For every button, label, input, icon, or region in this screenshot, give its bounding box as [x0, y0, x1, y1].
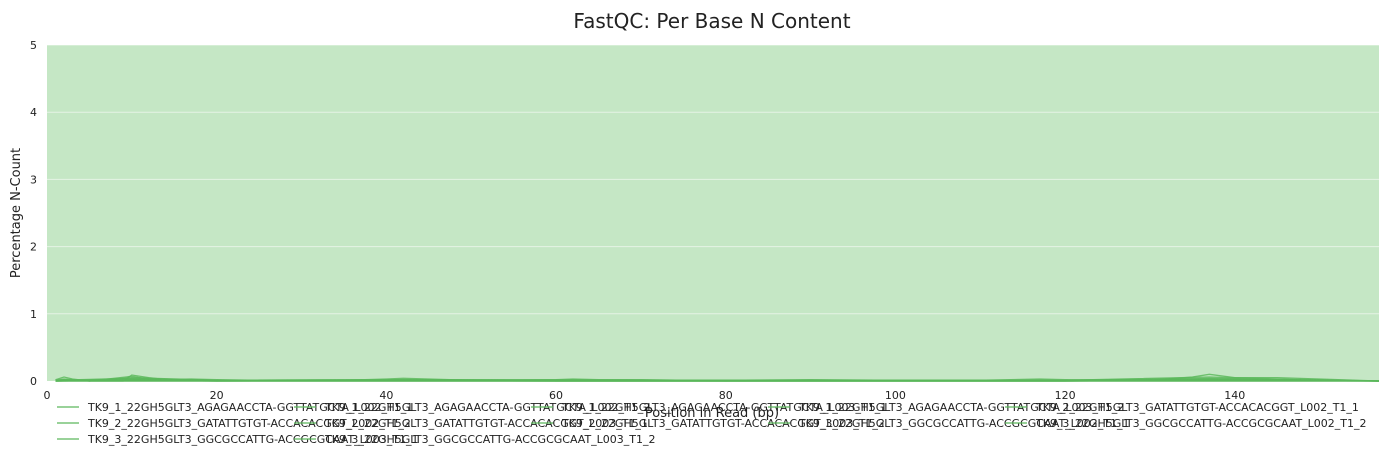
legend-entry: TK9_1_22GH5GLT3_AGAGAACCTA-GGTTATGCTA_L0…: [87, 401, 413, 414]
series-lines: [55, 373, 1380, 382]
y-tick-label: 5: [30, 39, 37, 52]
legend-entry: TK9_3_22GH5GLT3_GGCGCCATTG-ACCGCGCAAT_L0…: [798, 417, 1130, 430]
x-tick-label: 60: [549, 389, 563, 402]
x-tick-label: 120: [1055, 389, 1076, 402]
legend-entry: TK9_3_22GH5GLT3_GGCGCCATTG-ACCGCGCAAT_L0…: [87, 433, 419, 446]
x-tick-label: 100: [885, 389, 906, 402]
y-axis-label: Percentage N-Count: [9, 148, 24, 278]
chart-title: FastQC: Per Base N Content: [573, 9, 850, 33]
legend-entry: TK9_2_22GH5GLT3_GATATTGTGT-ACCACACGGT_L0…: [324, 417, 648, 430]
grid-lines: [47, 44, 1379, 315]
x-tick-label: 40: [379, 389, 393, 402]
y-tick-label: 1: [30, 308, 37, 321]
legend-entry: TK9_1_22GH5GLT3_AGAGAACCTA-GGTTATGCTA_L0…: [324, 401, 650, 414]
legend-entry: TK9_2_22GH5GLT3_GATATTGTGT-ACCACACGGT_L0…: [1035, 401, 1359, 414]
legend-entry: TK9_1_22GH5GLT3_AGAGAACCTA-GGTTATGCTA_L0…: [798, 401, 1124, 414]
x-tick-label: 80: [719, 389, 733, 402]
legend-entry: TK9_3_22GH5GLT3_GGCGCCATTG-ACCGCGCAAT_L0…: [324, 433, 656, 446]
legend-entry: TK9_2_22GH5GLT3_GATATTGTGT-ACCACACGGT_L0…: [561, 417, 885, 430]
legend-entry: TK9_1_22GH5GLT3_AGAGAACCTA-GGTTATGCTA_L0…: [561, 401, 887, 414]
x-axis-label: Position in Read (bp): [645, 406, 779, 421]
x-axis-ticks: 0 20 40 60 80 100 120 140: [44, 389, 1246, 402]
y-tick-label: 4: [30, 106, 37, 119]
y-tick-label: 3: [30, 173, 37, 186]
legend-entry: TK9_3_22GH5GLT3_GGCGCCATTG-ACCGCGCAAT_L0…: [1035, 417, 1367, 430]
y-axis-ticks: 0 1 2 3 4 5: [30, 39, 37, 388]
legend-entry: TK9_2_22GH5GLT3_GATATTGTGT-ACCACACGGT_L0…: [87, 417, 411, 430]
y-tick-label: 2: [30, 241, 37, 254]
y-tick-label: 0: [30, 375, 37, 388]
plot-background-band: [47, 45, 1379, 381]
legend: TK9_1_22GH5GLT3_AGAGAACCTA-GGTTATGCTA_L0…: [57, 401, 1367, 446]
x-tick-label: 20: [210, 389, 224, 402]
x-tick-label: 140: [1224, 389, 1245, 402]
x-tick-label: 0: [44, 389, 51, 402]
